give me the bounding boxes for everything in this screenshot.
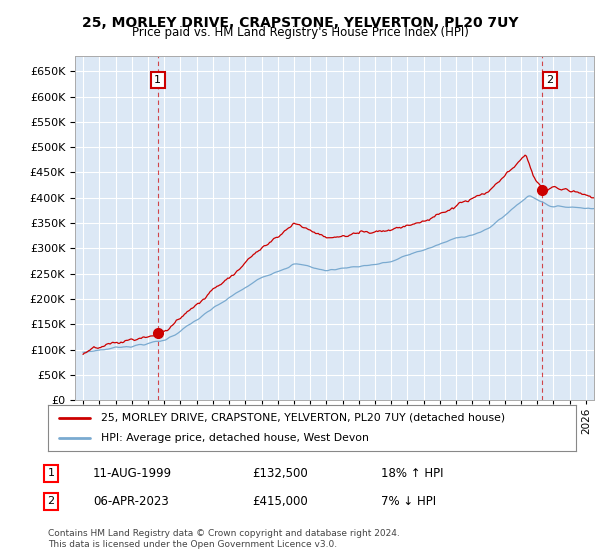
Text: 7% ↓ HPI: 7% ↓ HPI <box>381 494 436 508</box>
Text: 18% ↑ HPI: 18% ↑ HPI <box>381 466 443 480</box>
Text: 2: 2 <box>546 75 553 85</box>
Text: 2: 2 <box>47 496 55 506</box>
Text: £132,500: £132,500 <box>252 466 308 480</box>
Text: 11-AUG-1999: 11-AUG-1999 <box>93 466 172 480</box>
Text: 1: 1 <box>154 75 161 85</box>
Text: 25, MORLEY DRIVE, CRAPSTONE, YELVERTON, PL20 7UY: 25, MORLEY DRIVE, CRAPSTONE, YELVERTON, … <box>82 16 518 30</box>
Text: 06-APR-2023: 06-APR-2023 <box>93 494 169 508</box>
Text: Contains HM Land Registry data © Crown copyright and database right 2024.
This d: Contains HM Land Registry data © Crown c… <box>48 529 400 549</box>
Text: 1: 1 <box>47 468 55 478</box>
Text: £415,000: £415,000 <box>252 494 308 508</box>
Text: 25, MORLEY DRIVE, CRAPSTONE, YELVERTON, PL20 7UY (detached house): 25, MORLEY DRIVE, CRAPSTONE, YELVERTON, … <box>101 413 505 423</box>
Text: Price paid vs. HM Land Registry's House Price Index (HPI): Price paid vs. HM Land Registry's House … <box>131 26 469 39</box>
Text: HPI: Average price, detached house, West Devon: HPI: Average price, detached house, West… <box>101 433 368 443</box>
